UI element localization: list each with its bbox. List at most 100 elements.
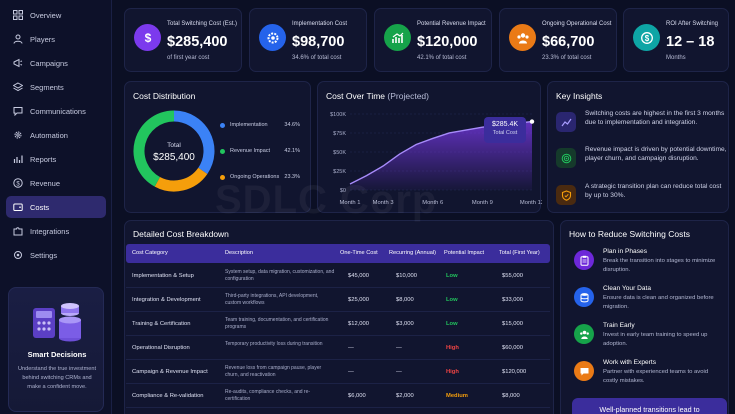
sidebar-item-label: Costs — [30, 202, 50, 212]
kpi-sub: 34.6% of total cost — [292, 55, 342, 61]
team-icon — [574, 324, 594, 344]
database-icon — [574, 287, 594, 307]
tip-title: Work with Experts — [603, 359, 657, 366]
cell-total: $120,000 — [502, 369, 527, 375]
kpi-label: Ongoing Operational Cost — [542, 21, 612, 27]
cell-description: Revenue loss from campaign pause, player… — [225, 365, 322, 378]
wallet-icon — [13, 202, 23, 212]
key-insights-panel: Key Insights Switching costs are highest… — [547, 81, 729, 213]
kpi-label: Total Switching Cost (Est.) — [167, 21, 238, 27]
legend-item-implementation: Implementation 34.6% — [220, 122, 300, 128]
legend-item-ongoing-operations: Ongoing Operations 23.3% — [220, 174, 300, 180]
chart-title-note: (Projected) — [387, 91, 429, 101]
table-row[interactable]: Training & Certification Team training, d… — [126, 312, 550, 336]
legend-value: 42.1% — [284, 148, 300, 154]
y-tick-label: $75K — [333, 131, 346, 137]
table-row[interactable]: Campaign & Revenue Impact Revenue loss fr… — [126, 360, 550, 384]
kpi-label: ROI After Switching — [666, 21, 719, 27]
kpi-sub: 42.1% of total cost — [417, 55, 467, 61]
sidebar-item-reports[interactable]: Reports — [6, 148, 106, 170]
y-tick-label: $50K — [333, 150, 346, 156]
gear-icon — [13, 130, 23, 140]
panel-title: How to Reduce Switching Costs — [569, 229, 690, 239]
cell-one-time: — — [348, 369, 354, 375]
cell-one-time: $6,000 — [348, 393, 366, 399]
sidebar-item-integrations[interactable]: Integrations — [6, 220, 106, 242]
tip-text: Invest in early team training to speed u… — [603, 332, 708, 347]
legend-label: Ongoing Operations — [230, 174, 280, 180]
cell-category: Implementation & Setup — [132, 273, 194, 279]
table-row[interactable]: Implementation & Setup System setup, data… — [126, 264, 550, 288]
dollar-icon: $ — [13, 178, 23, 188]
cell-total: $55,000 — [502, 273, 523, 279]
sidebar-item-revenue[interactable]: $ Revenue — [6, 172, 106, 194]
sidebar-item-settings[interactable]: Settings — [6, 244, 106, 266]
cell-total: $60,000 — [502, 345, 523, 351]
kpi-ongoing-operational-cost: Ongoing Operational Cost $66,700 23.3% o… — [499, 8, 617, 72]
column-header: Total (First Year) — [499, 250, 540, 256]
donut-slice-revenue-impact — [133, 110, 175, 187]
cell-impact: Low — [446, 297, 458, 303]
cell-recurring: $2,000 — [396, 393, 414, 399]
cell-recurring: $3,000 — [396, 321, 414, 327]
dollar-icon: $ — [134, 24, 161, 51]
cell-total: $33,000 — [502, 297, 523, 303]
svg-text:$: $ — [16, 181, 20, 187]
legend-item-revenue-impact: Revenue Impact 42.1% — [220, 148, 300, 154]
sidebar-item-automation[interactable]: Automation — [6, 124, 106, 146]
tip-title: Plan in Phases — [603, 248, 647, 255]
data-point-last[interactable] — [529, 119, 535, 124]
sidebar-item-overview[interactable]: Overview — [6, 4, 106, 26]
promo-title: Smart Decisions — [27, 350, 87, 359]
tips-footer-text: Well-planned transitions lead to — [599, 405, 700, 414]
sidebar-item-segments[interactable]: Segments — [6, 76, 106, 98]
cell-recurring: $8,000 — [396, 297, 414, 303]
kpi-implementation-cost: Implementation Cost $98,700 34.6% of tot… — [249, 8, 367, 72]
insight-item: A strategic transition plan can reduce t… — [556, 182, 731, 216]
coin-icon: $ — [633, 24, 660, 51]
panel-title: Cost Distribution — [133, 91, 196, 101]
table-header: Cost Category Description One-Time Cost … — [126, 244, 550, 263]
tip-text: Partner with experienced teams to avoid … — [603, 369, 709, 384]
cell-recurring: — — [396, 369, 402, 375]
cell-total: $8,000 — [502, 393, 520, 399]
sidebar-item-communications[interactable]: Communications — [6, 100, 106, 122]
sidebar-item-costs[interactable]: Costs — [6, 196, 106, 218]
tip-item: Train Early Invest in early team trainin… — [574, 321, 734, 357]
cell-category: Integration & Development — [132, 297, 201, 303]
table-row[interactable]: Operational Disruption Temporary producti… — [126, 336, 550, 360]
chart-icon — [13, 154, 23, 164]
cell-recurring: — — [396, 345, 402, 351]
cell-recurring: $10,000 — [396, 273, 417, 279]
coins-illustration — [33, 303, 81, 342]
cell-total: $15,000 — [502, 321, 523, 327]
insight-text: Revenue impact is driven by potential do… — [585, 146, 727, 162]
svg-text:$: $ — [644, 34, 649, 43]
target-icon — [556, 148, 576, 168]
cell-impact: Low — [446, 273, 458, 279]
sidebar-item-label: Revenue — [30, 178, 61, 188]
sidebar-item-label: Automation — [30, 130, 68, 140]
kpi-value: 12 – 18 — [666, 34, 715, 50]
shield-icon — [556, 185, 576, 205]
sidebar-item-players[interactable]: Players — [6, 28, 106, 50]
tip-item: Work with Experts Partner with experienc… — [574, 358, 734, 394]
kpi-value: $98,700 — [292, 34, 345, 50]
settings-icon — [13, 250, 23, 260]
column-header: Cost Category — [132, 250, 168, 256]
kpi-value: $285,400 — [167, 34, 228, 50]
cell-category: Campaign & Revenue Impact — [132, 369, 208, 375]
cell-one-time: $45,000 — [348, 273, 369, 279]
x-tick-label: Month 12 — [520, 200, 542, 206]
chat-icon — [574, 361, 594, 381]
cell-impact: Low — [446, 321, 458, 327]
cell-impact: High — [446, 369, 459, 375]
table-row[interactable]: Integration & Development Third-party int… — [126, 288, 550, 312]
clipboard-icon — [574, 250, 594, 270]
legend-dot — [220, 148, 225, 154]
kpi-label: Potential Revenue Impact — [417, 21, 486, 27]
table-row[interactable]: Compliance & Re-validation Re-audits, com… — [126, 384, 550, 408]
panel-title: Cost Over Time (Projected) — [326, 91, 429, 101]
sidebar-item-campaigns[interactable]: Campaigns — [6, 52, 106, 74]
donut-slice-implementation — [173, 110, 215, 174]
